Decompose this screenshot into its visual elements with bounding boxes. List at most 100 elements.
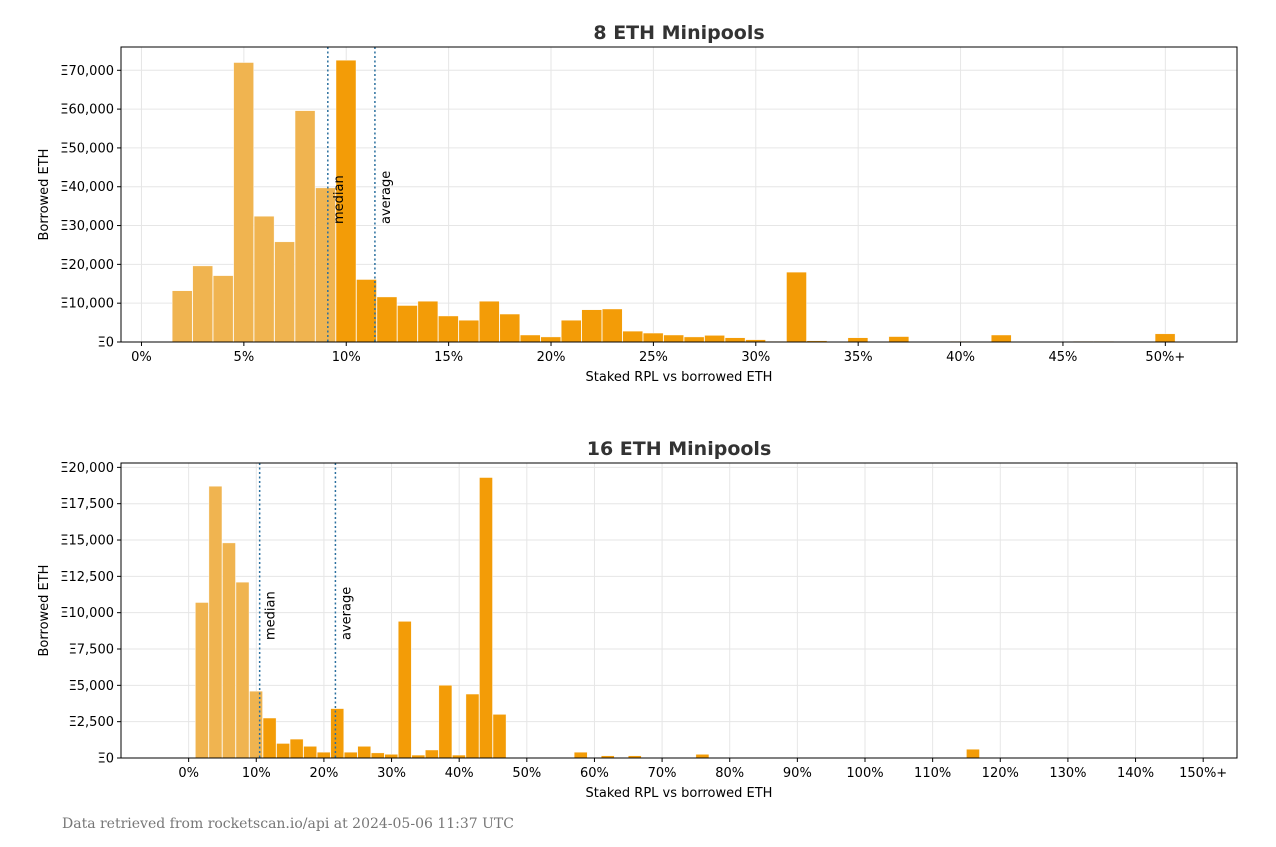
y-axis-label: Borrowed ETH bbox=[37, 565, 52, 657]
y-tick-label: Ξ2,500 bbox=[69, 715, 114, 730]
x-tick-label: 40% bbox=[445, 766, 474, 781]
x-axis-label: Staked RPL vs borrowed ETH bbox=[586, 370, 773, 385]
histogram-bar bbox=[316, 751, 331, 759]
histogram-bar bbox=[561, 320, 582, 343]
histogram-bar bbox=[642, 332, 664, 343]
x-tick-label: 35% bbox=[844, 350, 873, 365]
average-label: average bbox=[379, 171, 394, 224]
x-tick-label: 60% bbox=[580, 766, 609, 781]
x-tick-label: 45% bbox=[1048, 350, 1077, 365]
histogram-bar bbox=[208, 486, 223, 759]
x-tick-label: 20% bbox=[309, 766, 338, 781]
y-tick-label: Ξ17,500 bbox=[60, 497, 114, 512]
histogram-bar bbox=[438, 685, 453, 759]
y-tick-label: Ξ10,000 bbox=[60, 606, 114, 621]
chart-title: 16 ETH Minipools bbox=[587, 438, 772, 460]
plot-frame bbox=[120, 46, 1238, 343]
y-tick-label: Ξ30,000 bbox=[60, 219, 114, 234]
chart-panel-1: median average 0% 5% 10% 15% 20% 25% 30% 35% 40% 45… bbox=[37, 22, 1238, 385]
histogram-bar bbox=[581, 309, 602, 343]
histogram-bar bbox=[622, 330, 643, 343]
y-tick-label: Ξ5,000 bbox=[69, 679, 114, 694]
histogram-bar bbox=[356, 279, 377, 343]
y-tick-label: Ξ0 bbox=[98, 752, 115, 767]
histogram-bar bbox=[465, 693, 480, 759]
histogram-bar bbox=[398, 621, 412, 759]
histogram-bar bbox=[573, 751, 588, 759]
histogram-bar bbox=[253, 216, 275, 343]
x-tick-label: 50%+ bbox=[1145, 350, 1185, 365]
median-label: median bbox=[264, 591, 279, 640]
x-tick-label: 140% bbox=[1117, 766, 1154, 781]
histogram-bar bbox=[294, 110, 316, 343]
x-tick-label: 90% bbox=[783, 766, 812, 781]
histogram-bar bbox=[195, 602, 209, 759]
chart-title: 8 ETH Minipools bbox=[593, 22, 764, 44]
y-tick-label: Ξ20,000 bbox=[60, 461, 114, 476]
histogram-bar bbox=[417, 301, 439, 343]
plot-frame bbox=[120, 462, 1238, 759]
y-tick-label: Ξ12,500 bbox=[60, 570, 114, 585]
histogram-bar bbox=[479, 301, 500, 343]
x-tick-label: 40% bbox=[946, 350, 975, 365]
x-tick-label: 15% bbox=[434, 350, 463, 365]
y-tick-label: Ξ70,000 bbox=[60, 64, 114, 79]
x-tick-label: 5% bbox=[234, 350, 255, 365]
histogram-bar bbox=[171, 290, 193, 343]
x-tick-label: 80% bbox=[715, 766, 744, 781]
histogram-bar bbox=[233, 62, 254, 343]
x-tick-label: 10% bbox=[242, 766, 271, 781]
histogram-bar bbox=[384, 754, 399, 759]
histogram-bar bbox=[289, 738, 304, 759]
y-tick-label: Ξ0 bbox=[98, 336, 115, 351]
x-tick-label: 0% bbox=[178, 766, 199, 781]
histogram-bar bbox=[222, 542, 236, 759]
x-axis-label: Staked RPL vs borrowed ETH bbox=[586, 786, 773, 801]
x-tick-label: 20% bbox=[537, 350, 566, 365]
x-tick-label: 30% bbox=[741, 350, 770, 365]
histogram-bar bbox=[704, 335, 725, 343]
histogram-bar bbox=[991, 334, 1012, 343]
histogram-bar bbox=[274, 241, 295, 343]
histogram-bar bbox=[540, 336, 561, 343]
y-tick-label: Ξ7,500 bbox=[69, 643, 114, 658]
histogram-bar bbox=[397, 305, 418, 343]
x-tick-label: 50% bbox=[512, 766, 541, 781]
y-tick-label: Ξ10,000 bbox=[60, 297, 114, 312]
chart-panel-2: median average 0% 10% 20% 30% 40% 50% 60% 70% 80% 9… bbox=[37, 438, 1238, 801]
histogram-bar bbox=[262, 717, 277, 759]
histogram-bar bbox=[966, 749, 980, 759]
y-tick-label: Ξ20,000 bbox=[60, 258, 114, 273]
histogram-bar bbox=[847, 337, 869, 343]
histogram-bar bbox=[479, 477, 493, 759]
median-label: median bbox=[332, 175, 347, 224]
x-tick-label: 130% bbox=[1049, 766, 1086, 781]
x-tick-label: 25% bbox=[639, 350, 668, 365]
histogram-bar bbox=[695, 754, 710, 759]
histogram-bar bbox=[425, 749, 439, 759]
histogram-bar bbox=[371, 752, 385, 759]
histogram-bar bbox=[330, 708, 344, 759]
y-tick-label: Ξ40,000 bbox=[60, 180, 114, 195]
histogram-bar bbox=[303, 746, 317, 759]
y-tick-label: Ξ50,000 bbox=[60, 141, 114, 156]
x-tick-label: 10% bbox=[332, 350, 361, 365]
x-tick-label: 110% bbox=[914, 766, 951, 781]
histogram-bar bbox=[212, 275, 234, 343]
histogram-bar bbox=[499, 313, 521, 343]
x-tick-label: 30% bbox=[377, 766, 406, 781]
x-tick-label: 150%+ bbox=[1179, 766, 1227, 781]
histogram-bar bbox=[724, 337, 746, 343]
y-tick-label: Ξ60,000 bbox=[60, 103, 114, 118]
histogram-bar bbox=[786, 271, 807, 343]
histogram-bar bbox=[663, 334, 684, 343]
histogram-bar bbox=[235, 581, 250, 759]
x-tick-label: 100% bbox=[846, 766, 883, 781]
y-tick-label: Ξ15,000 bbox=[60, 534, 114, 549]
histogram-bar bbox=[520, 334, 541, 343]
x-tick-label: 120% bbox=[982, 766, 1019, 781]
average-label: average bbox=[339, 587, 354, 640]
x-tick-label: 0% bbox=[131, 350, 152, 365]
histogram-bar bbox=[344, 751, 358, 759]
